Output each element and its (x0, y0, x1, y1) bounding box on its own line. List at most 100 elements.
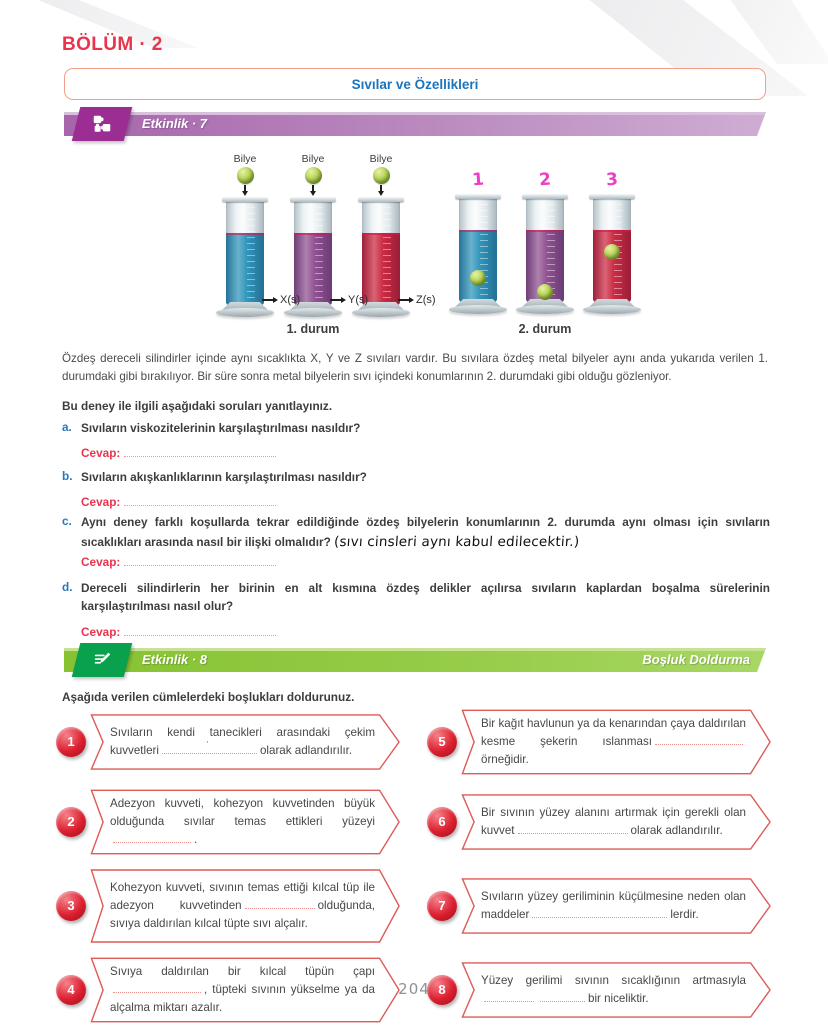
metal-ball (304, 167, 322, 184)
question-d: d. Dereceli silindirlerin her birinin en… (62, 580, 770, 615)
metal-ball (372, 167, 390, 184)
experiment-figure: Bilye X(s) Bilye (0, 148, 828, 342)
item-ribbon-box: Bir kağıt havlunun ya da kenarından çaya… (441, 708, 772, 776)
banner-body (64, 112, 766, 136)
item-text: Yüzey gerilimi sıvının sıcaklığının artm… (481, 973, 746, 1005)
graduated-cylinder: Y(s) (284, 197, 368, 317)
item-number-badge: 8 (427, 974, 457, 1005)
item-text: Kohezyon kuvveti, sıvının temas ettiği k… (110, 880, 375, 930)
item-text: Adezyon kuvveti, kohezyon kuvvetinden bü… (110, 796, 375, 846)
fill-item-1: 1 Sıvıların kendi tanecikleri arasındaki… (56, 708, 401, 776)
question-letter: c. (62, 514, 72, 528)
answer-line-a: Cevap: (81, 444, 277, 462)
question-b: b. Sıvıların akışkanlıklarının karşılaşt… (62, 469, 770, 487)
item-ribbon-box: Sıvıya daldırılan bir kılcal tüpün çapı,… (70, 956, 401, 1024)
cylinder-1-after: 1 (443, 170, 513, 314)
question-letter: a. (62, 420, 72, 434)
question-text: Dereceli silindirlerin her birinin en al… (81, 581, 770, 613)
graduated-cylinder (516, 194, 574, 314)
item-ribbon-box: Yüzey gerilimi sıvının sıcaklığının artm… (441, 961, 772, 1019)
ball-label: Bilye (301, 153, 325, 165)
item-number-badge: 6 (427, 806, 457, 837)
activity7-tab (71, 107, 133, 141)
metal-ball (537, 284, 553, 300)
item-number-badge: 2 (56, 806, 86, 837)
handwritten-number: 1 (471, 169, 485, 191)
fill-item-2: 2 Adezyon kuvveti, kohezyon kuvvetinden … (56, 788, 401, 856)
activity8-label: Etkinlik · 8 (142, 652, 208, 667)
answer-line-d: Cevap: (81, 623, 277, 641)
item-ribbon-box: Bir sıvının yüzey alanını artırmak için … (441, 793, 772, 851)
answer-line-c: Cevap: (81, 553, 277, 571)
page-number: 204 (398, 980, 430, 998)
fill-item-3: 3 Kohezyon kuvveti, sıvının temas ettiği… (56, 868, 401, 944)
question-text: Sıvıların viskozitelerinin karşılaştırıl… (81, 421, 361, 435)
item-number-badge: 7 (427, 890, 457, 921)
question-text: Sıvıların akışkanlıklarının karşılaştırı… (81, 470, 367, 484)
item-number-badge: 5 (427, 726, 457, 757)
item-text: Sıvıların kendi tanecikleri arasındaki ç… (110, 725, 375, 757)
activity8-type-tag: Boşluk Doldurma (642, 652, 750, 667)
fill-item-5: 5 Bir kağıt havlunun ya da kenarından ça… (427, 708, 772, 776)
liquid-y (294, 233, 332, 305)
graduated-cylinder: Z(s) (352, 197, 436, 317)
metal-ball (236, 167, 254, 184)
item-ribbon-box: Kohezyon kuvveti, sıvının temas ettiği k… (70, 868, 401, 944)
graduated-cylinder: X(s) (216, 197, 300, 317)
item-ribbon-box: Sıvıların yüzey geriliminin küçülmesine … (441, 877, 772, 935)
liquid-label-x: X(s) (262, 294, 300, 306)
cylinder-3-after: 3 (577, 170, 647, 314)
liquid-z (362, 233, 400, 305)
activity7-label: Etkinlik · 7 (142, 116, 208, 131)
fill-item-8: 8 Yüzey gerilimi sıvının sıcaklığının ar… (427, 956, 772, 1024)
fill-blank (244, 898, 315, 909)
graduated-cylinder (449, 194, 507, 314)
handwritten-number: 2 (538, 169, 552, 191)
section-title: Sıvılar ve Özellikleri (351, 76, 479, 92)
fill-blank: · (161, 736, 257, 754)
fill-blank (484, 991, 534, 1002)
answer-blank (124, 625, 277, 636)
liquid-x (226, 233, 264, 305)
ball-label: Bilye (369, 153, 393, 165)
answer-blank (124, 495, 277, 506)
item-number-badge: 3 (56, 890, 86, 921)
answer-blank (124, 555, 277, 566)
item-ribbon-box: Adezyon kuvveti, kohezyon kuvvetinden bü… (70, 788, 401, 856)
metal-ball (604, 244, 620, 260)
fill-blank (655, 734, 743, 745)
ball-label: Bilye (233, 153, 257, 165)
cylinder-y: Bilye Y(s) (278, 153, 368, 317)
handwritten-mark: · (205, 735, 210, 748)
fill-blank (532, 907, 668, 918)
handwritten-number: 3 (605, 169, 619, 191)
fill-in-grid: 1 Sıvıların kendi tanecikleri arasındaki… (56, 708, 772, 1024)
answer-blank (124, 446, 277, 457)
metal-ball (470, 270, 486, 286)
cylinder-2-after: 2 (510, 170, 580, 314)
item-number-badge: 1 (56, 726, 86, 757)
question-letter: d. (62, 580, 73, 594)
item-text: Bir sıvının yüzey alanını artırmak için … (481, 805, 746, 837)
experiment-description: Özdeş dereceli silindirler içinde aynı s… (62, 352, 768, 384)
fill-blank (113, 982, 201, 993)
state1-caption: 1. durum (286, 322, 340, 336)
cylinder-z: Bilye Z(s) (346, 153, 436, 317)
item-text: Sıvıya daldırılan bir kılcal tüpün çapı,… (110, 964, 375, 1014)
question-c: c. Aynı deney farklı koşullarda tekrar e… (62, 514, 770, 552)
activity8-banner: Etkinlik · 8 Boşluk Doldurma (64, 643, 766, 677)
handwritten-note: (sıvı cinsleri aynı kabul edilecektir.) (333, 533, 581, 550)
fill-in-instruction: Aşağıda verilen cümlelerdeki boşlukları … (62, 690, 355, 704)
down-arrow-icon (312, 185, 314, 191)
liquid-label-z: Z(s) (398, 294, 436, 306)
down-arrow-icon (244, 185, 246, 191)
item-text: Sıvıların yüzey geriliminin küçülmesine … (481, 889, 746, 921)
liquid-label-y: Y(s) (330, 294, 368, 306)
section-title-box: Sıvılar ve Özellikleri (64, 68, 766, 100)
question-letter: b. (62, 469, 73, 483)
fill-item-6: 6 Bir sıvının yüzey alanını artırmak içi… (427, 788, 772, 856)
down-arrow-icon (380, 185, 382, 191)
questions-prompt: Bu deney ile ilgili aşağıdaki soruları y… (62, 399, 333, 413)
chapter-heading: BÖLÜM · 2 (62, 34, 163, 55)
